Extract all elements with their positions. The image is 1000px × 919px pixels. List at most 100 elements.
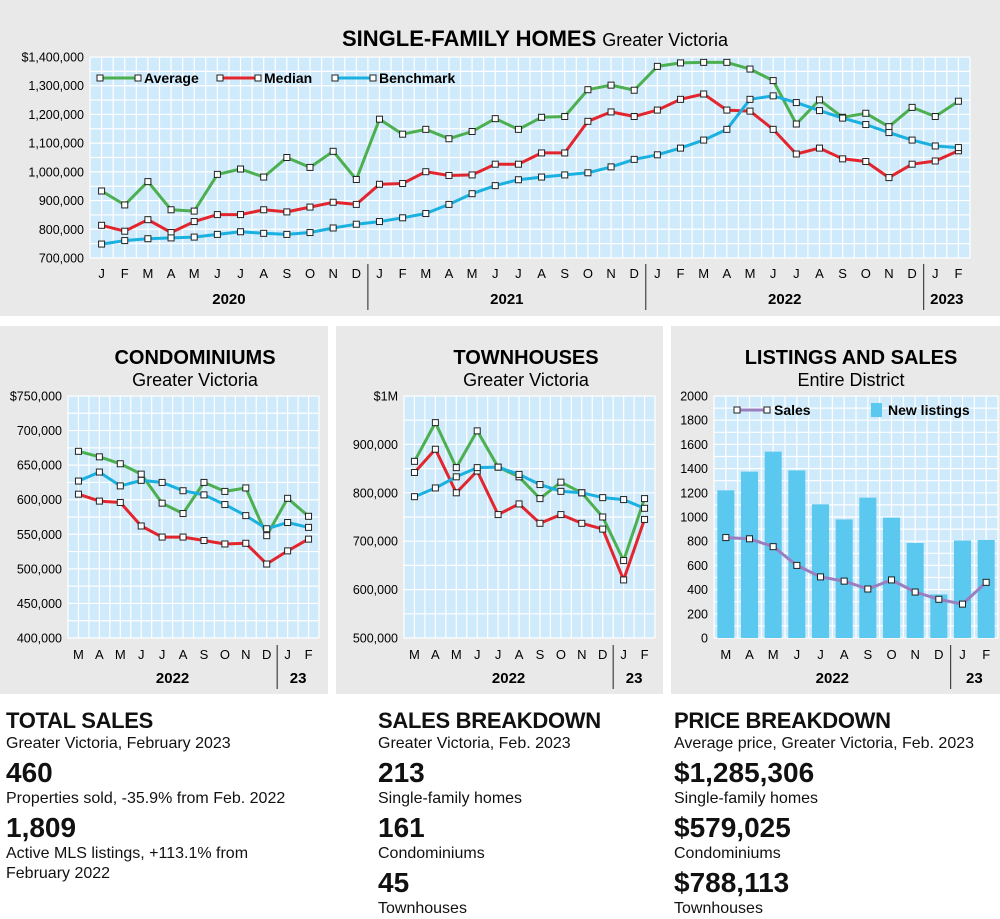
x-tick-label: S — [536, 647, 545, 662]
point-average — [954, 97, 962, 105]
point-benchmark — [329, 224, 337, 232]
point-median — [329, 198, 337, 206]
x-tick-label: J — [495, 647, 502, 662]
point-series-1 — [431, 419, 439, 427]
point-median — [607, 108, 615, 116]
year-label: 2022 — [156, 670, 189, 687]
point-series-3 — [536, 481, 544, 489]
y-tick-label: 550,000 — [17, 528, 62, 542]
legend-label-median: Median — [264, 70, 312, 86]
point-average — [352, 175, 360, 183]
point-benchmark — [213, 230, 221, 238]
y-tick-label: 500,000 — [17, 562, 62, 576]
point-average — [121, 201, 129, 209]
x-tick-label: D — [934, 647, 943, 662]
x-tick-label: D — [630, 266, 639, 281]
x-tick-label: N — [328, 266, 337, 281]
point-series-2 — [410, 468, 418, 476]
point-benchmark — [306, 229, 314, 237]
point-average — [98, 187, 106, 195]
y-tick-label: 1,200,000 — [28, 108, 84, 122]
point-series-1 — [452, 464, 460, 472]
point-median — [931, 157, 939, 165]
y-tick-label: 600 — [687, 559, 708, 573]
price-condo-value: $579,025 — [674, 812, 791, 843]
y-tick-label: 800 — [687, 535, 708, 549]
x-tick-label: M — [142, 266, 153, 281]
point-sales — [959, 600, 966, 608]
total-sales-block: TOTAL SALES Greater Victoria, February 2… — [6, 708, 336, 884]
point-series-1 — [95, 453, 103, 461]
point-median — [908, 160, 916, 168]
x-tick-label: J — [492, 266, 499, 281]
sales-townhouse-value: 45 — [378, 867, 410, 898]
point-sales — [722, 534, 730, 542]
point-series-2 — [137, 522, 145, 530]
point-median — [538, 149, 546, 157]
point-series-3 — [284, 519, 292, 527]
point-median — [399, 179, 407, 187]
price-sfh-label: Single-family homes — [674, 790, 819, 807]
point-median — [584, 117, 592, 125]
x-tick-label: S — [560, 266, 569, 281]
bar-new-listings — [930, 594, 948, 638]
point-sales — [888, 576, 895, 584]
point-median — [839, 155, 847, 163]
point-median — [213, 211, 221, 219]
townhouses-panel: TOWNHOUSES Greater Victoria $1M 900,000 800,… — [336, 326, 663, 694]
x-tick-label: N — [577, 647, 586, 662]
year-label: 2022 — [768, 291, 801, 308]
point-series-1 — [557, 478, 565, 486]
point-series-3 — [410, 493, 418, 501]
point-series-1 — [242, 484, 250, 492]
x-tick-label: J — [237, 266, 244, 281]
x-tick-label: F — [954, 266, 962, 281]
point-series-3 — [620, 496, 628, 504]
x-tick-label: O — [556, 647, 566, 662]
point-benchmark — [352, 220, 360, 228]
point-series-3 — [116, 482, 124, 490]
point-benchmark — [769, 92, 777, 100]
point-median — [190, 218, 198, 226]
bar-new-listings — [740, 471, 759, 638]
point-benchmark — [630, 155, 638, 163]
y-tick-label: 650,000 — [17, 459, 62, 473]
point-median — [98, 221, 106, 229]
point-series-3 — [599, 494, 607, 502]
point-average — [561, 112, 569, 120]
x-tick-label: J — [474, 647, 481, 662]
sales-breakdown-subheading: Greater Victoria, Feb. 2023 — [378, 735, 571, 752]
point-series-2 — [620, 576, 628, 584]
point-median — [792, 150, 800, 158]
point-benchmark — [839, 114, 847, 122]
x-tick-label: M — [451, 647, 462, 662]
total-sales-heading: TOTAL SALES — [6, 708, 154, 733]
point-benchmark — [491, 182, 499, 190]
point-series-3 — [74, 477, 82, 485]
bar-new-listings — [811, 504, 830, 638]
year-label: 23 — [966, 670, 983, 687]
x-tick-label: J — [959, 647, 966, 662]
x-tick-label: M — [467, 266, 478, 281]
point-average — [630, 86, 638, 94]
point-average — [815, 96, 823, 104]
x-tick-label: M — [698, 266, 709, 281]
year-label: 2023 — [930, 291, 963, 308]
point-series-3 — [641, 504, 649, 512]
bar-new-listings — [953, 540, 972, 638]
point-average — [792, 120, 800, 128]
sales-condo-label: Condominiums — [378, 845, 485, 862]
listings-sales-panel: LISTINGS AND SALES Entire District 2000 180… — [671, 326, 1000, 694]
point-series-1 — [305, 512, 313, 520]
chart-title: SINGLE-FAMILY HOMES Greater Victoria — [342, 26, 729, 51]
price-breakdown-heading: PRICE BREAKDOWN — [674, 708, 891, 733]
x-tick-label: A — [723, 266, 732, 281]
x-tick-label: D — [352, 266, 361, 281]
x-tick-label: J — [214, 266, 221, 281]
point-benchmark — [700, 136, 708, 144]
y-tick-label: 200 — [687, 607, 708, 621]
point-series-1 — [74, 447, 82, 455]
chart-title: CONDOMINIUMS — [114, 347, 275, 369]
